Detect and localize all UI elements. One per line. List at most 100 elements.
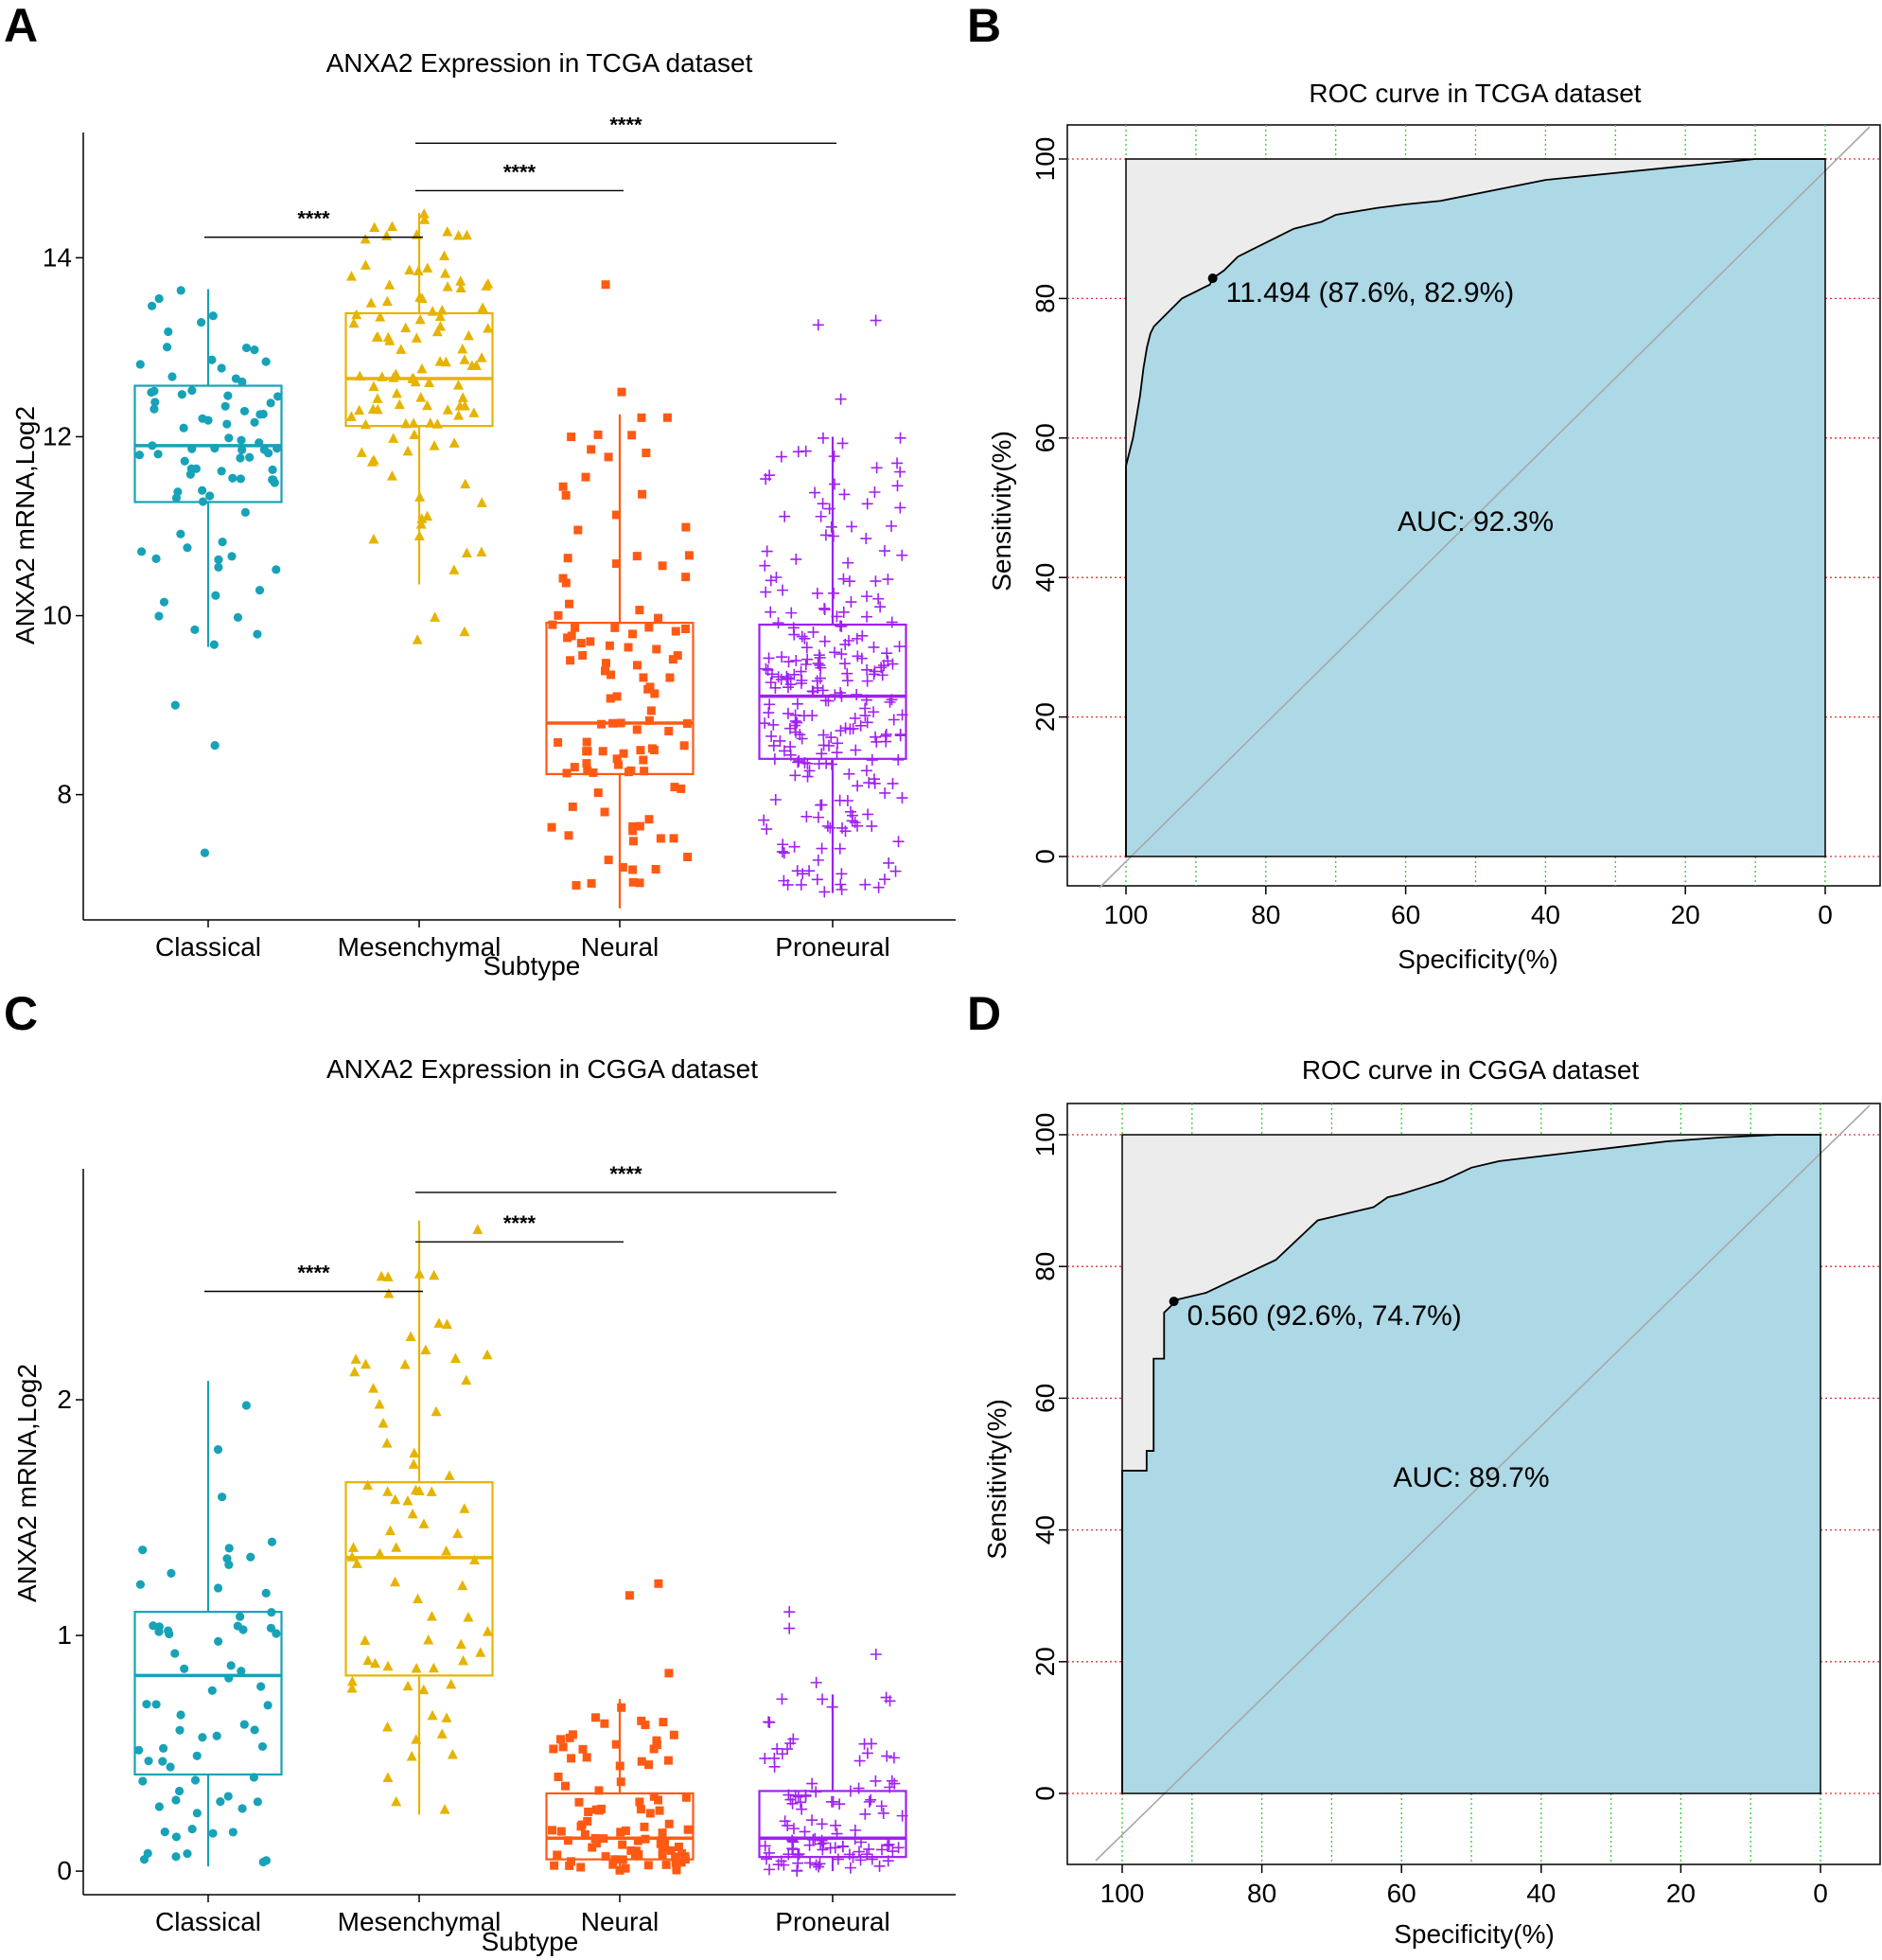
data-point xyxy=(663,414,672,422)
data-point xyxy=(891,457,903,468)
panel-letter-c: C xyxy=(4,987,38,1040)
data-point xyxy=(584,1808,592,1816)
data-point xyxy=(820,529,832,540)
x-tick-label: Proneural xyxy=(775,1907,889,1936)
data-point xyxy=(403,446,413,456)
data-point xyxy=(362,1479,373,1490)
box-classical xyxy=(135,1612,282,1775)
data-point xyxy=(153,450,162,458)
data-point xyxy=(800,659,812,670)
data-point xyxy=(586,637,594,645)
data-point xyxy=(236,1613,244,1621)
data-point xyxy=(268,1538,276,1546)
data-point xyxy=(627,431,636,439)
data-point xyxy=(378,1418,389,1428)
data-point xyxy=(789,841,800,853)
data-point xyxy=(264,1701,273,1709)
chart-title: ANXA2 Expression in TCGA dataset xyxy=(326,48,753,78)
data-point xyxy=(629,878,638,887)
data-point xyxy=(639,756,647,765)
data-point xyxy=(614,761,623,769)
data-point xyxy=(817,1844,828,1855)
threshold-point xyxy=(1170,1297,1179,1306)
data-point xyxy=(256,1682,265,1690)
data-point xyxy=(637,1805,645,1813)
data-point xyxy=(407,1751,417,1761)
x-tick-label: 60 xyxy=(1391,900,1420,929)
data-point xyxy=(245,453,254,462)
data-point xyxy=(180,1665,188,1673)
data-point xyxy=(390,1577,400,1587)
data-point xyxy=(176,1710,185,1719)
data-point xyxy=(429,1270,439,1280)
data-point xyxy=(860,533,871,544)
data-point xyxy=(652,865,660,874)
data-point xyxy=(895,433,906,444)
panel-c: C ANXA2 Expression in CGGA dataset Subty… xyxy=(4,987,956,1956)
data-point xyxy=(211,592,220,600)
data-point xyxy=(550,1862,558,1870)
y-tick-label: 2 xyxy=(57,1385,72,1414)
data-point xyxy=(589,768,597,777)
data-point xyxy=(894,641,906,652)
data-point xyxy=(385,1526,396,1536)
data-point xyxy=(826,1796,837,1808)
data-point xyxy=(654,1580,662,1588)
data-point xyxy=(850,713,861,724)
data-point xyxy=(456,1639,466,1650)
data-point xyxy=(159,1744,167,1753)
data-point xyxy=(644,623,653,631)
data-point xyxy=(818,498,829,509)
x-tick-label: 20 xyxy=(1671,900,1700,929)
data-point xyxy=(828,588,839,599)
data-point xyxy=(796,666,807,678)
data-point xyxy=(148,302,156,310)
y-tick-label: 14 xyxy=(43,242,72,272)
data-point xyxy=(347,1676,358,1686)
data-point xyxy=(136,360,145,368)
data-point xyxy=(792,1858,803,1869)
data-point xyxy=(391,1796,401,1807)
data-point xyxy=(783,656,795,667)
data-point xyxy=(563,633,572,642)
data-point xyxy=(382,296,393,307)
data-point xyxy=(383,1661,394,1671)
y-tick-label: 10 xyxy=(43,601,72,630)
data-point xyxy=(602,659,610,667)
x-axis-label: Specificity(%) xyxy=(1394,1919,1555,1949)
data-point xyxy=(638,1757,646,1766)
panel-d: D ROC curve in CGGA dataset Specificity(… xyxy=(967,987,1881,1949)
data-point xyxy=(672,627,680,636)
data-point xyxy=(559,483,568,491)
data-point xyxy=(767,719,779,731)
data-point xyxy=(633,661,642,669)
data-point xyxy=(795,1796,806,1808)
x-tick-label: Neural xyxy=(581,932,659,962)
data-point xyxy=(628,822,637,831)
data-point xyxy=(838,488,850,500)
data-point xyxy=(477,352,487,362)
data-point xyxy=(670,834,678,842)
data-point xyxy=(224,433,233,442)
data-point xyxy=(384,279,395,290)
data-point xyxy=(234,613,242,622)
data-point xyxy=(432,418,443,429)
data-point xyxy=(888,1752,900,1763)
data-point xyxy=(554,738,562,747)
data-point xyxy=(801,642,813,653)
data-point xyxy=(250,418,258,427)
data-point xyxy=(681,573,690,581)
data-point xyxy=(813,812,824,823)
data-point xyxy=(258,1742,267,1751)
roc-plot-area: 0.560 (92.6%, 74.7%)AUC: 89.7%0204060801… xyxy=(1030,1104,1881,1908)
data-point xyxy=(856,630,868,642)
data-point xyxy=(453,410,464,420)
data-point xyxy=(808,627,819,638)
significance-label: **** xyxy=(503,1211,536,1235)
data-point xyxy=(853,1783,865,1794)
data-point xyxy=(836,437,848,449)
data-point xyxy=(859,1809,871,1820)
data-point xyxy=(683,853,692,861)
data-point xyxy=(878,1808,889,1819)
data-point xyxy=(791,1864,802,1876)
